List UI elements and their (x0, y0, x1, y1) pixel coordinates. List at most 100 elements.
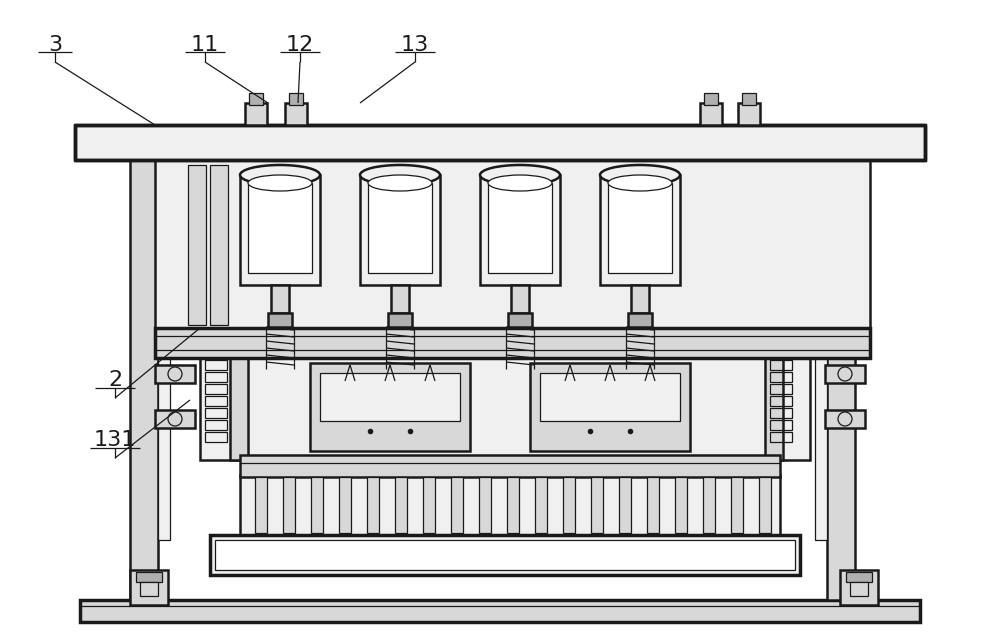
Bar (205, 396, 227, 406)
Bar (508, 313, 532, 327)
Bar (136, 572, 162, 582)
Bar (240, 175, 320, 285)
Bar (205, 360, 227, 370)
Bar (704, 93, 718, 105)
Bar (770, 420, 792, 430)
Bar (628, 313, 652, 327)
Bar (765, 358, 783, 460)
Bar (210, 165, 228, 325)
Bar (675, 477, 687, 533)
Bar (80, 600, 920, 622)
Bar (540, 373, 680, 421)
Bar (770, 384, 792, 394)
Bar (367, 477, 379, 533)
Bar (479, 477, 491, 533)
Bar (240, 475, 780, 535)
Bar (75, 125, 925, 160)
Bar (205, 420, 227, 430)
Bar (230, 358, 248, 460)
Bar (368, 183, 432, 273)
Bar (850, 582, 868, 596)
Text: 13: 13 (401, 35, 429, 55)
Ellipse shape (240, 165, 320, 185)
Bar (608, 183, 672, 273)
Bar (339, 477, 351, 533)
Bar (731, 477, 743, 533)
Bar (310, 363, 470, 451)
Bar (289, 93, 303, 105)
Bar (770, 432, 792, 442)
Bar (240, 455, 780, 477)
Bar (770, 408, 792, 418)
Bar (451, 477, 463, 533)
Text: 2: 2 (108, 370, 122, 390)
Ellipse shape (480, 165, 560, 185)
Bar (140, 582, 158, 596)
Bar (770, 372, 792, 382)
Bar (155, 410, 195, 428)
Bar (283, 477, 295, 533)
Ellipse shape (248, 175, 312, 191)
Bar (563, 477, 575, 533)
Bar (360, 175, 440, 285)
Bar (311, 477, 323, 533)
Text: 3: 3 (48, 35, 62, 55)
Bar (840, 570, 878, 605)
Bar (205, 408, 227, 418)
Bar (511, 285, 529, 313)
Bar (827, 160, 855, 600)
Bar (200, 358, 810, 460)
Bar (249, 93, 263, 105)
Bar (205, 432, 227, 442)
Bar (738, 103, 760, 125)
Bar (320, 373, 460, 421)
Ellipse shape (368, 175, 432, 191)
Bar (210, 535, 800, 575)
Bar (815, 160, 827, 540)
Ellipse shape (360, 165, 440, 185)
Bar (846, 572, 872, 582)
Bar (248, 183, 312, 273)
Bar (759, 477, 771, 533)
Bar (488, 183, 552, 273)
Bar (742, 93, 756, 105)
Bar (535, 477, 547, 533)
Bar (395, 477, 407, 533)
Text: 11: 11 (191, 35, 219, 55)
Bar (188, 165, 206, 325)
Bar (507, 477, 519, 533)
Bar (285, 103, 307, 125)
Bar (155, 160, 870, 330)
Bar (388, 313, 412, 327)
Ellipse shape (488, 175, 552, 191)
Bar (130, 160, 158, 600)
Bar (703, 477, 715, 533)
Bar (155, 365, 195, 383)
Bar (825, 365, 865, 383)
Bar (391, 285, 409, 313)
Bar (770, 396, 792, 406)
Bar (245, 103, 267, 125)
Ellipse shape (608, 175, 672, 191)
Bar (130, 570, 168, 605)
Bar (271, 285, 289, 313)
Bar (700, 103, 722, 125)
Bar (255, 477, 267, 533)
Bar (268, 313, 292, 327)
Bar (647, 477, 659, 533)
Text: 131: 131 (94, 430, 136, 450)
Text: 12: 12 (286, 35, 314, 55)
Bar (591, 477, 603, 533)
Bar (423, 477, 435, 533)
Bar (205, 372, 227, 382)
Bar (480, 175, 560, 285)
Bar (600, 175, 680, 285)
Bar (770, 360, 792, 370)
Bar (155, 328, 870, 358)
Bar (215, 540, 795, 570)
Bar (205, 384, 227, 394)
Bar (825, 410, 865, 428)
Ellipse shape (600, 165, 680, 185)
Bar (530, 363, 690, 451)
Bar (631, 285, 649, 313)
